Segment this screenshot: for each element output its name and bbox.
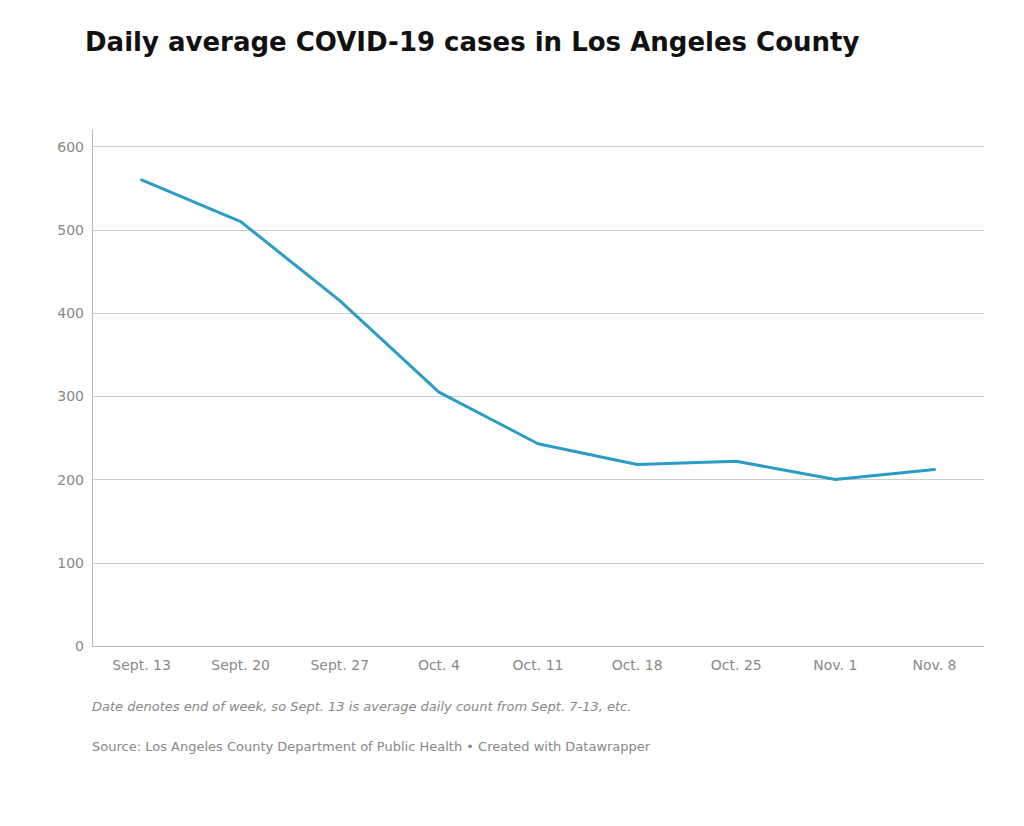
- svg-text:Source: Los Angeles County Dep: Source: Los Angeles County Department of…: [92, 739, 651, 754]
- svg-text:Daily average COVID-19 cases i: Daily average COVID-19 cases in Los Ange…: [85, 27, 859, 57]
- svg-text:Sept. 20: Sept. 20: [211, 657, 270, 673]
- svg-text:600: 600: [57, 139, 84, 155]
- svg-text:Sept. 13: Sept. 13: [112, 657, 171, 673]
- svg-text:Oct. 4: Oct. 4: [418, 657, 460, 673]
- svg-text:Sept. 27: Sept. 27: [310, 657, 369, 673]
- svg-text:400: 400: [57, 305, 84, 321]
- svg-text:100: 100: [57, 555, 84, 571]
- svg-text:300: 300: [57, 388, 84, 404]
- svg-text:Date denotes end of week, so S: Date denotes end of week, so Sept. 13 is…: [92, 699, 631, 714]
- svg-text:0: 0: [75, 638, 84, 654]
- svg-text:Oct. 11: Oct. 11: [513, 657, 564, 673]
- svg-text:500: 500: [57, 222, 84, 238]
- svg-text:Nov. 1: Nov. 1: [813, 657, 857, 673]
- svg-text:200: 200: [57, 472, 84, 488]
- svg-text:Oct. 25: Oct. 25: [711, 657, 762, 673]
- svg-text:Oct. 18: Oct. 18: [612, 657, 663, 673]
- svg-text:Nov. 8: Nov. 8: [912, 657, 956, 673]
